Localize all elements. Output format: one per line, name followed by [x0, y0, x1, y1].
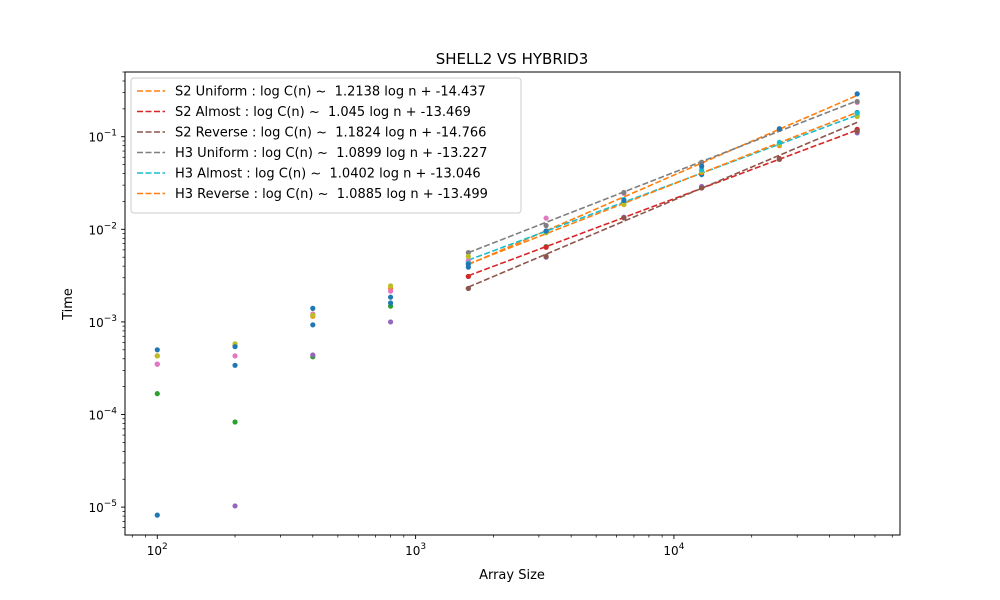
scatter-point-s3-p0	[465, 273, 471, 280]
x-tick-label-1: 103	[405, 542, 426, 558]
scatter-point-s10-p2	[310, 305, 316, 311]
y-tick-label-4: 10−1	[88, 129, 117, 145]
scatter-point-s10-p9	[854, 91, 860, 97]
x-tick-label-0: 102	[147, 542, 168, 558]
scatter-point-s2-p1	[232, 419, 238, 425]
scatter-point-s10-p8	[776, 126, 783, 132]
legend-label-4: H3 Almost : log C(n) ~ 1.0402 log n + -1…	[175, 167, 481, 182]
scatter-point-s3-p1	[543, 244, 549, 250]
scatter-point-s10-p0	[154, 347, 160, 353]
chart-title: SHELL2 VS HYBRID3	[436, 50, 589, 68]
scatter-point-s6-p1	[232, 353, 238, 359]
fit-line-5	[468, 111, 858, 265]
scatter-point-s10-p6	[621, 197, 627, 204]
scatter-point-s4-p3	[387, 319, 394, 325]
scatter-point-s5-p3	[699, 185, 705, 191]
legend-label-0: S2 Uniform : log C(n) ~ 1.2138 log n + -…	[175, 85, 486, 100]
x-tick-label-2: 104	[663, 542, 684, 558]
scatter-point-s7-p1	[543, 222, 549, 229]
scatter-point-s10-p3	[387, 300, 394, 306]
scatter-point-s8-p2	[310, 312, 316, 318]
fit-line-3	[468, 100, 858, 254]
fit-line-2	[468, 121, 858, 288]
x-tick-exp-0: 2	[162, 542, 168, 552]
y-tick-label-3: 10−2	[88, 221, 117, 237]
legend-label-5: H3 Reverse : log C(n) ~ 1.0885 log n + -…	[175, 187, 488, 202]
x-tick-exp-1: 3	[420, 542, 426, 552]
x-axis-label: Array Size	[479, 568, 545, 583]
scatter-point-s0-p1	[232, 362, 238, 368]
y-axis-label: Time	[61, 288, 76, 321]
scatter-point-s8-p6	[621, 201, 627, 208]
scatter-point-s2-p0	[154, 391, 160, 397]
fit-line-1	[468, 129, 858, 277]
y-tick-label-1: 10−4	[88, 407, 117, 423]
scatter-point-s6-p3	[387, 288, 394, 294]
scatter-point-s6-p0	[154, 361, 160, 367]
y-tick-exp-0: −5	[104, 499, 117, 509]
scatter-point-s5-p5	[854, 128, 860, 134]
legend-label-3: H3 Uniform : log C(n) ~ 1.0899 log n + -…	[175, 146, 487, 161]
scatter-point-s4-p2	[310, 352, 316, 358]
plot-frame	[124, 71, 901, 536]
scatter-point-s7-p5	[854, 98, 860, 105]
legend-label-1: S2 Almost : log C(n) ~ 1.045 log n + -13…	[175, 105, 471, 120]
fit-lines	[468, 94, 858, 288]
y-tick-exp-2: −3	[104, 314, 117, 324]
scatter-point-s10-p5	[543, 228, 549, 234]
y-tick-label-2: 10−3	[88, 314, 117, 330]
y-tick-exp-1: −4	[104, 407, 118, 417]
scatter-point-s5-p1	[543, 253, 549, 260]
scatter-point-s0-p2	[310, 322, 316, 328]
scatter-point-s8-p4	[465, 253, 471, 260]
scatter-point-s0-p3	[387, 294, 394, 300]
scatter-point-s7-p3	[699, 159, 705, 165]
scatter-point-s5-p2	[621, 215, 627, 221]
scatter-point-s5-p0	[465, 285, 471, 292]
x-tick-exp-2: 4	[679, 542, 685, 552]
scatter-point-s4-p1	[232, 503, 238, 509]
scatter-point-s6-p5	[543, 215, 549, 221]
legend-box	[130, 77, 522, 214]
scatter-point-s10-p1	[232, 344, 238, 350]
scatter-point-s9-p4	[776, 139, 783, 145]
scatter-point-s9-p5	[854, 110, 860, 116]
y-tick-exp-4: −1	[104, 129, 117, 139]
scatter-point-s7-p0	[465, 250, 471, 256]
scatter-point-s10-p7	[699, 163, 705, 169]
scatter-point-s10-p4	[465, 261, 471, 267]
scatter-point-s7-p2	[621, 189, 627, 196]
scatter-point-s5-p4	[776, 156, 783, 162]
y-tick-label-0: 10−5	[88, 499, 117, 515]
scatter-points	[154, 91, 860, 518]
scatter-point-s8-p0	[154, 353, 160, 359]
y-tick-exp-3: −2	[104, 221, 117, 231]
legend-label-2: S2 Reverse : log C(n) ~ 1.1824 log n + -…	[175, 126, 486, 141]
scatter-point-s0-p0	[154, 512, 160, 518]
scatter-point-s8-p3	[387, 283, 394, 289]
legend: S2 Uniform : log C(n) ~ 1.2138 log n + -…	[130, 77, 522, 214]
